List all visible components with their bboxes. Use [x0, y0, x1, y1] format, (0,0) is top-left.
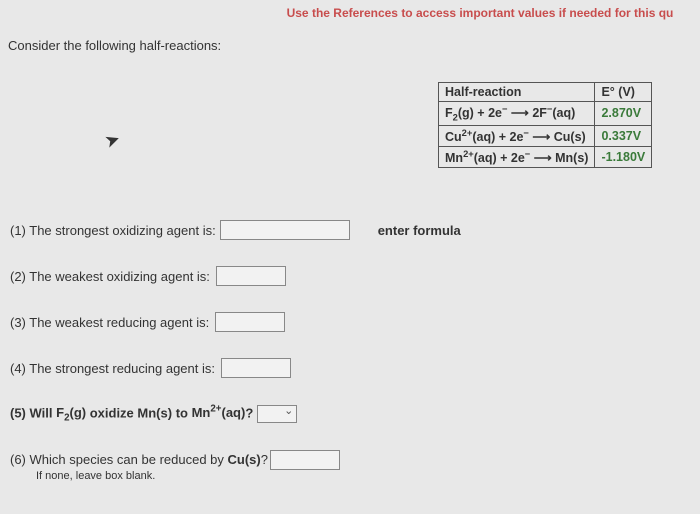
q2-input[interactable]	[216, 266, 286, 286]
q1-label: (1) The strongest oxidizing agent is:	[10, 223, 216, 238]
q5-label: (5) Will F2(g) oxidize Mn(s) to Mn2+(aq)…	[10, 404, 253, 424]
th-half-reaction: Half-reaction	[439, 83, 595, 102]
references-link: Use the References to access important v…	[0, 0, 700, 20]
q3-label: (3) The weakest reducing agent is:	[10, 315, 209, 330]
q6-sublabel: If none, leave box blank.	[36, 470, 461, 482]
q3-input[interactable]	[215, 312, 285, 332]
q2-label: (2) The weakest oxidizing agent is:	[10, 269, 210, 284]
rxn-2: Cu2+(aq) + 2e− ⟶ Cu(s)	[439, 125, 595, 146]
q5-select[interactable]	[257, 405, 297, 423]
e-2: 0.337V	[595, 125, 652, 146]
q1-hint: enter formula	[378, 223, 461, 238]
consider-text: Consider the following half-reactions:	[8, 38, 700, 53]
th-potential: E° (V)	[595, 83, 652, 102]
q4-input[interactable]	[221, 358, 291, 378]
q4-label: (4) The strongest reducing agent is:	[10, 361, 215, 376]
e-1: 2.870V	[595, 102, 652, 126]
q6-label: (6) Which species can be reduced by Cu(s…	[10, 452, 268, 467]
e-3: -1.180V	[595, 146, 652, 167]
rxn-3: Mn2+(aq) + 2e− ⟶ Mn(s)	[439, 146, 595, 167]
rxn-1: F2(g) + 2e− ⟶ 2F−(aq)	[439, 102, 595, 126]
cursor-icon: ➤	[102, 128, 123, 153]
half-reaction-table: Half-reaction E° (V) F2(g) + 2e− ⟶ 2F−(a…	[438, 82, 652, 168]
q6-input[interactable]	[270, 450, 340, 470]
q1-input[interactable]	[220, 220, 350, 240]
